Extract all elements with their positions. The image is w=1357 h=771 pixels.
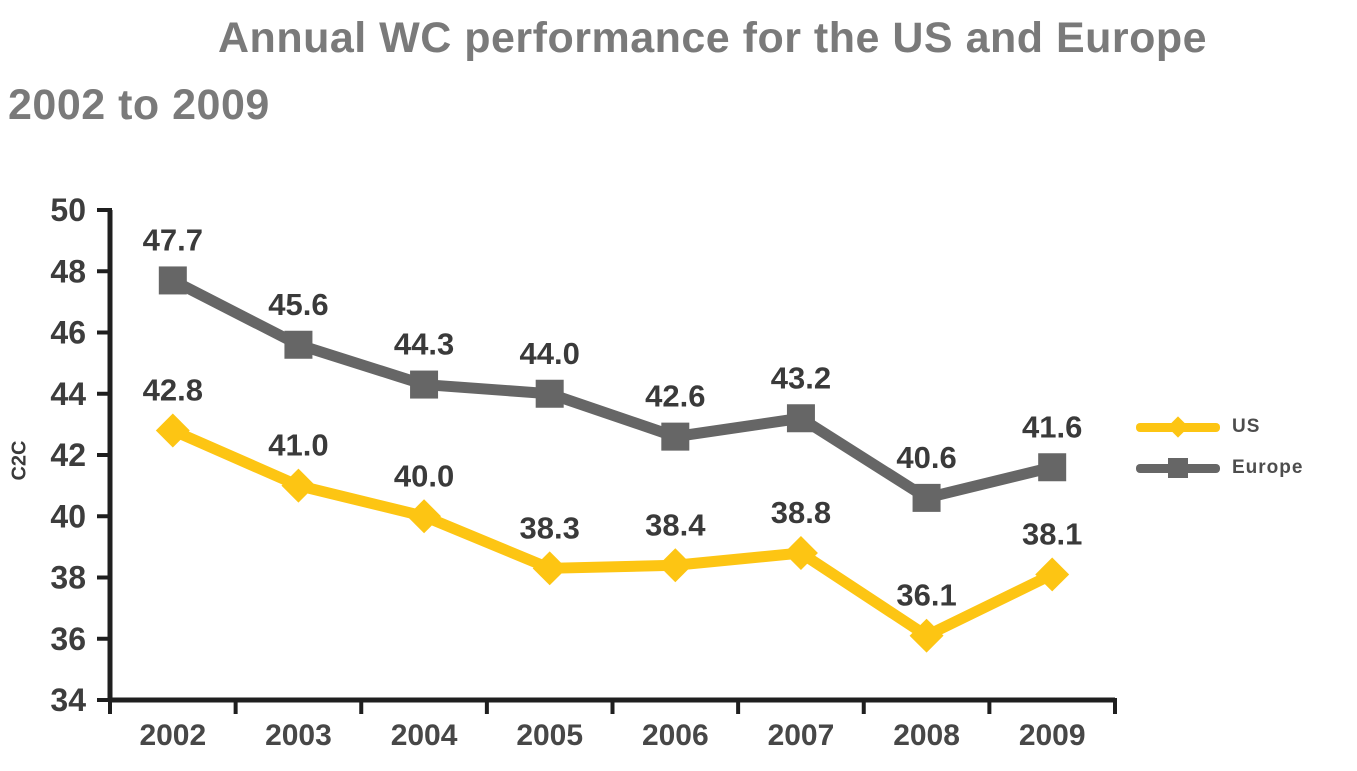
us-data-point-label: 38.8 [771, 495, 831, 530]
us-data-point-label: 38.3 [520, 510, 580, 545]
europe-data-point-label: 42.6 [645, 379, 705, 414]
us-data-point-label: 40.0 [394, 458, 454, 493]
europe-series-line-sample [1136, 458, 1220, 478]
x-axis-tick-label: 2009 [1019, 719, 1086, 752]
us-data-point-label: 42.8 [143, 373, 203, 408]
us-data-point-label: 38.4 [645, 507, 706, 542]
europe-square-marker-icon [1168, 458, 1188, 478]
europe-data-marker [786, 404, 815, 433]
us-data-point-label: 36.1 [896, 578, 956, 613]
y-axis-tick-label: 40 [50, 498, 86, 534]
europe-data-marker [535, 379, 564, 408]
us-data-marker [407, 499, 442, 534]
y-axis-tick-label: 46 [50, 315, 86, 351]
europe-data-point-label: 44.3 [394, 327, 454, 362]
us-data-marker [532, 551, 567, 586]
us-data-point-label: 38.1 [1022, 516, 1082, 551]
europe-data-point-label: 40.6 [896, 440, 956, 475]
y-axis-tick-label: 44 [50, 376, 86, 412]
y-axis-tick-label: 34 [50, 682, 86, 718]
us-data-marker [909, 618, 944, 653]
us-data-marker [155, 413, 190, 448]
us-series-line-sample [1136, 416, 1220, 438]
europe-data-marker [661, 422, 690, 451]
europe-data-marker [410, 370, 439, 399]
us-diamond-marker-icon [1167, 416, 1189, 438]
europe-data-point-label: 47.7 [143, 222, 203, 257]
x-axis-tick-label: 2008 [893, 719, 960, 752]
x-axis-tick-label: 2004 [391, 719, 458, 752]
europe-data-point-label: 45.6 [268, 287, 328, 322]
x-axis-tick-label: 2006 [642, 719, 709, 752]
legend-item-us: US [1136, 412, 1303, 442]
europe-data-marker [1038, 453, 1067, 482]
us-data-marker [783, 536, 818, 570]
x-axis-tick-label: 2002 [139, 719, 206, 752]
y-axis-tick-label: 42 [50, 437, 86, 473]
legend-item-europe: Europe [1136, 453, 1303, 483]
europe-data-marker [912, 483, 941, 512]
chart-title-line-2: 2002 to 2009 [8, 81, 270, 129]
y-axis-tick-label: 48 [50, 253, 86, 289]
europe-data-point-label: 43.2 [771, 360, 831, 395]
y-axis-tick-label: 38 [50, 560, 86, 596]
x-axis-tick-label: 2007 [768, 719, 835, 752]
y-axis-tick-label: 36 [50, 621, 86, 657]
legend-label-europe: Europe [1232, 457, 1304, 478]
europe-series-line [167, 274, 1058, 504]
europe-data-marker [284, 330, 313, 359]
legend-label-us: US [1232, 416, 1261, 437]
x-axis-tick-label: 2003 [265, 719, 332, 752]
us-data-marker [281, 468, 316, 503]
us-series-line [167, 425, 1058, 642]
europe-data-point-label: 44.0 [520, 336, 580, 371]
us-data-marker [1035, 557, 1070, 592]
europe-data-point-label: 41.6 [1022, 409, 1082, 444]
us-data-point-label: 41.0 [268, 428, 328, 463]
y-axis-tick-label: 50 [50, 192, 86, 228]
x-axis-tick-label: 2005 [516, 719, 583, 752]
chart-legend: US Europe [1136, 412, 1303, 494]
us-data-marker [658, 548, 693, 583]
chart-title-line-1: Annual WC performance for the US and Eur… [218, 14, 1208, 62]
europe-data-marker [158, 266, 187, 295]
